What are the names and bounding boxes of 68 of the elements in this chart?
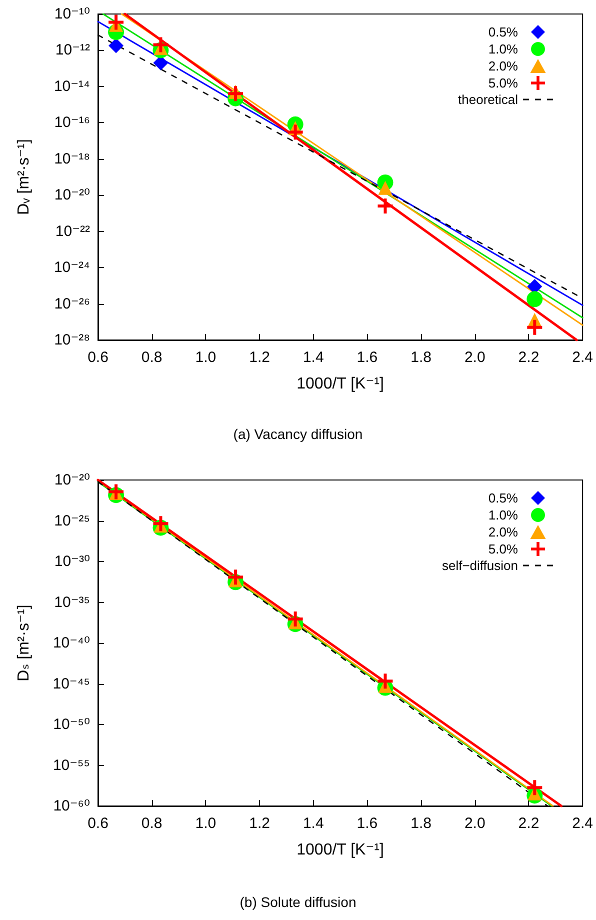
- point: [288, 612, 303, 627]
- point: [108, 14, 124, 30]
- y-tick-label: 10⁻²⁸: [54, 332, 90, 348]
- text: (a) Vacancy diffusion: [233, 426, 363, 442]
- legend-label: self−diffusion: [442, 558, 518, 573]
- y-tick-label: 10⁻²⁵: [54, 512, 90, 530]
- y-tick-label: 10⁻⁴⁵: [52, 675, 90, 692]
- y-axis-title: Dᵥ [m²·s⁻¹]: [16, 139, 32, 215]
- y-tick-label: 10⁻²²: [55, 222, 90, 240]
- point: [526, 291, 543, 308]
- point: [527, 780, 542, 796]
- x-tick-label: 1.4: [302, 815, 324, 832]
- y-tick-label: 10⁻¹⁴: [54, 78, 90, 95]
- x-tick-label: 2.4: [572, 815, 594, 832]
- point: [153, 37, 168, 52]
- point: [108, 38, 124, 54]
- y-tick-label: 10⁻²⁴: [54, 259, 90, 276]
- y-tick-label: 10⁻²⁰: [54, 472, 90, 488]
- x-tick-label: 1.0: [195, 815, 216, 832]
- legend-label: 0.5%: [488, 490, 518, 506]
- x-tick-label: 1.8: [410, 815, 432, 832]
- legend-label: 1.0%: [488, 508, 518, 522]
- x-tick-label: 0.6: [88, 349, 108, 366]
- y-axis-title: Dₛ [m²·s⁻¹]: [16, 604, 32, 682]
- x-tick-label: 0.6: [88, 815, 108, 832]
- point: [527, 320, 542, 335]
- point: [228, 86, 244, 102]
- y-tick-label: 10⁻¹⁶: [54, 114, 90, 132]
- text: (b) Solute diffusion: [240, 894, 356, 910]
- legend-label: 5.0%: [488, 542, 518, 556]
- x-tick-label: 2.2: [518, 349, 540, 366]
- x-tick-label: 1.4: [302, 349, 324, 366]
- x-tick-label: 1.6: [356, 815, 378, 832]
- y-tick-label: 10⁻⁴⁰: [52, 634, 90, 652]
- y-tick-label: 10⁻⁶⁰: [53, 798, 90, 814]
- y-tick-label: 10⁻¹⁰: [54, 6, 90, 22]
- y-tick-label: 10⁻³⁵: [54, 594, 90, 611]
- y-tick-label: 10⁻³⁰: [54, 553, 90, 570]
- legend-label: 2.0%: [488, 58, 518, 74]
- x-tick-label: 0.8: [141, 349, 162, 366]
- x-tick-label: 0.8: [141, 815, 162, 832]
- y-tick-label: 10⁻⁵⁰: [53, 716, 90, 733]
- legend-label: 5.0%: [488, 76, 518, 90]
- x-axis-title: 1000/T [K⁻¹]: [296, 376, 384, 392]
- x-axis-title: 1000/T [K⁻¹]: [296, 842, 384, 858]
- y-tick-label: 10⁻⁵⁵: [52, 756, 90, 774]
- x-tick-label: 2.0: [464, 815, 486, 832]
- legend-label: theoretical: [458, 92, 518, 107]
- point: [378, 180, 392, 195]
- point: [378, 674, 393, 689]
- x-tick-label: 2.0: [464, 349, 486, 366]
- legend-label: 0.5%: [488, 24, 518, 40]
- point: [228, 570, 244, 585]
- y-tick-label: 10⁻²⁶: [54, 295, 90, 312]
- x-tick-label: 1.6: [356, 349, 378, 366]
- x-tick-label: 1.8: [410, 349, 432, 366]
- x-tick-label: 1.0: [195, 349, 216, 366]
- y-tick-label: 10⁻¹⁸: [54, 150, 90, 168]
- x-tick-label: 1.2: [249, 349, 270, 366]
- point: [378, 198, 393, 214]
- y-tick-label: 10⁻²⁰: [54, 186, 90, 204]
- legend-label: 2.0%: [488, 524, 518, 540]
- x-tick-label: 2.4: [572, 349, 594, 366]
- x-tick-label: 1.2: [249, 815, 270, 832]
- point: [288, 124, 303, 140]
- y-tick-label: 10⁻¹²: [55, 42, 90, 59]
- legend-label: 1.0%: [488, 42, 518, 56]
- x-tick-label: 2.2: [518, 815, 540, 832]
